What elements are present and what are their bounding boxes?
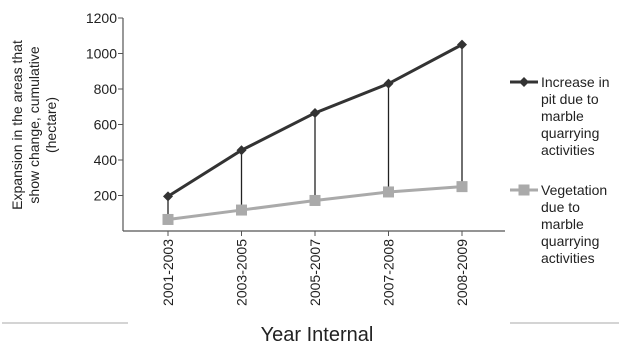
- y-axis-label-line: show change, cumulative: [26, 46, 42, 203]
- y-tick-label: 1200: [86, 10, 117, 26]
- legend-entry: Increase in pit due to marble quarrying acti…: [541, 74, 609, 158]
- y-tick-label: 600: [94, 117, 118, 133]
- axis-labels: Expansion in the areas thatshow change, …: [2, 40, 619, 345]
- data-point: [310, 107, 320, 118]
- legend-entry-line: quarrying: [541, 233, 599, 249]
- legend: Increase in pit due to marble quarrying acti…: [510, 74, 609, 266]
- legend-entry-line: marble: [541, 108, 584, 124]
- legend-entry-line: due to: [541, 199, 580, 215]
- y-axis-label-line: Expansion in the areas that: [9, 40, 25, 210]
- data-point: [236, 145, 247, 156]
- x-tick-label: 2001-2003: [160, 239, 176, 306]
- data-point: [456, 181, 468, 193]
- y-tick-label: 400: [94, 152, 118, 168]
- data-point: [236, 204, 247, 216]
- drop-lines: [167, 44, 463, 220]
- y-axis-label-line: (hectare): [43, 97, 59, 153]
- x-tick-label: 2008-2009: [454, 239, 470, 306]
- legend-entry-line: activities: [541, 142, 595, 158]
- x-axis-label: Year Internal: [261, 324, 374, 345]
- data-point: [163, 191, 173, 202]
- data-point: [457, 39, 467, 50]
- x-tick-label: 2005-2007: [307, 239, 323, 306]
- legend-entry: Vegetation due to marble quarrying activitie…: [541, 182, 607, 266]
- legend-entry-line: Increase in: [541, 74, 609, 90]
- legend-entry-line: activities: [541, 250, 595, 266]
- axes: [118, 17, 505, 236]
- x-tick-label: 2007-2008: [381, 239, 397, 306]
- series-lines: [162, 39, 468, 225]
- data-point: [383, 78, 394, 89]
- legend-entry-line: pit due to: [541, 91, 599, 107]
- data-point: [383, 186, 394, 198]
- data-point: [162, 213, 174, 225]
- y-axis-label: Expansion in the areas thatshow change, …: [9, 40, 59, 210]
- tick-labels: 200 400 600 800 1000 1200 2001-2003 2003-2005 20…: [86, 10, 470, 306]
- y-tick-label: 800: [94, 81, 118, 97]
- legend-marker: [518, 184, 530, 196]
- y-tick-label: 200: [94, 188, 118, 204]
- x-tick-label: 2003-2005: [234, 239, 250, 306]
- legend-entry-line: marble: [541, 216, 584, 232]
- y-tick-label: 1000: [86, 46, 117, 62]
- data-point: [309, 194, 321, 206]
- legend-marker: [519, 77, 529, 87]
- legend-entry-line: quarrying: [541, 125, 599, 141]
- legend-entry-line: Vegetation: [541, 182, 607, 198]
